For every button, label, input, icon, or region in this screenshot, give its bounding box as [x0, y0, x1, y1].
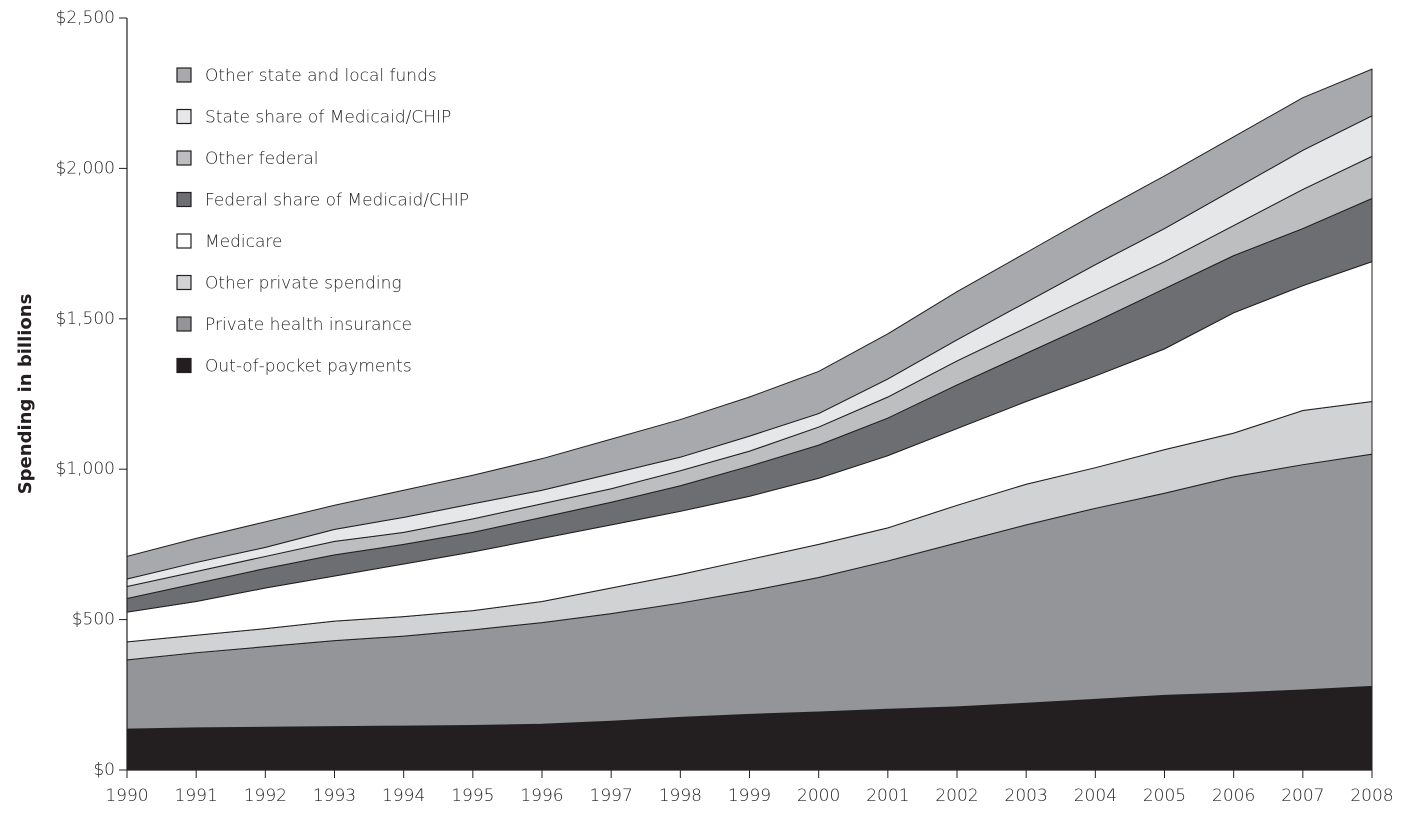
x-tick-label: 2001	[866, 786, 909, 806]
legend-label: Private health insurance	[205, 315, 412, 335]
legend-label: State share of Medicaid/CHIP	[205, 108, 451, 128]
x-tick-label: 1998	[659, 786, 702, 806]
legend-swatch	[176, 274, 192, 291]
x-tick-label: 2004	[1074, 786, 1117, 806]
area	[126, 68, 1373, 580]
legend-label: Medicare	[205, 232, 282, 252]
y-tick-label: $500	[72, 610, 115, 630]
legend-label: Other state and local funds	[205, 66, 437, 86]
y-tick-label: $1,500	[56, 309, 115, 329]
legend-swatch	[176, 150, 192, 166]
legend-swatch	[176, 233, 192, 249]
x-tick-label: 1996	[520, 786, 563, 806]
x-tick-label: 1995	[451, 786, 494, 806]
x-tick-label: 2005	[1143, 786, 1186, 806]
x-tick-label: 2000	[797, 786, 840, 806]
legend-swatch	[176, 191, 192, 208]
legend-swatch	[176, 108, 192, 125]
y-tick-label: $0	[93, 760, 115, 780]
x-tick-label: 1993	[313, 786, 356, 806]
x-tick-label: 1999	[728, 786, 771, 806]
legend-label: Out-of-pocket payments	[205, 357, 412, 377]
y-tick-label: $2,500	[56, 8, 115, 28]
x-tick-label: 1997	[590, 786, 633, 806]
legend-label: Federal share of Medicaid/CHIP	[205, 191, 469, 211]
x-tick-label: 1991	[175, 786, 218, 806]
y-axis-label: Spending in billions	[15, 294, 36, 495]
legend-swatch	[176, 316, 192, 332]
y-tick-label: $1,000	[56, 459, 115, 479]
x-tick-label: 1990	[105, 786, 148, 806]
legend-label: Other private spending	[205, 274, 402, 294]
x-tick-label: 2002	[935, 786, 978, 806]
y-tick-label: $2,000	[56, 158, 115, 178]
x-tick-label: 2007	[1281, 786, 1324, 806]
x-tick-label: 2003	[1005, 786, 1048, 806]
x-tick-label: 2008	[1350, 786, 1393, 806]
legend-swatch	[176, 357, 192, 374]
legend-label: Other federal	[205, 149, 319, 169]
legend-swatch	[176, 67, 192, 83]
x-tick-label: 1992	[244, 786, 287, 806]
x-tick-label: 2006	[1212, 786, 1255, 806]
x-tick-label: 1994	[382, 786, 425, 806]
